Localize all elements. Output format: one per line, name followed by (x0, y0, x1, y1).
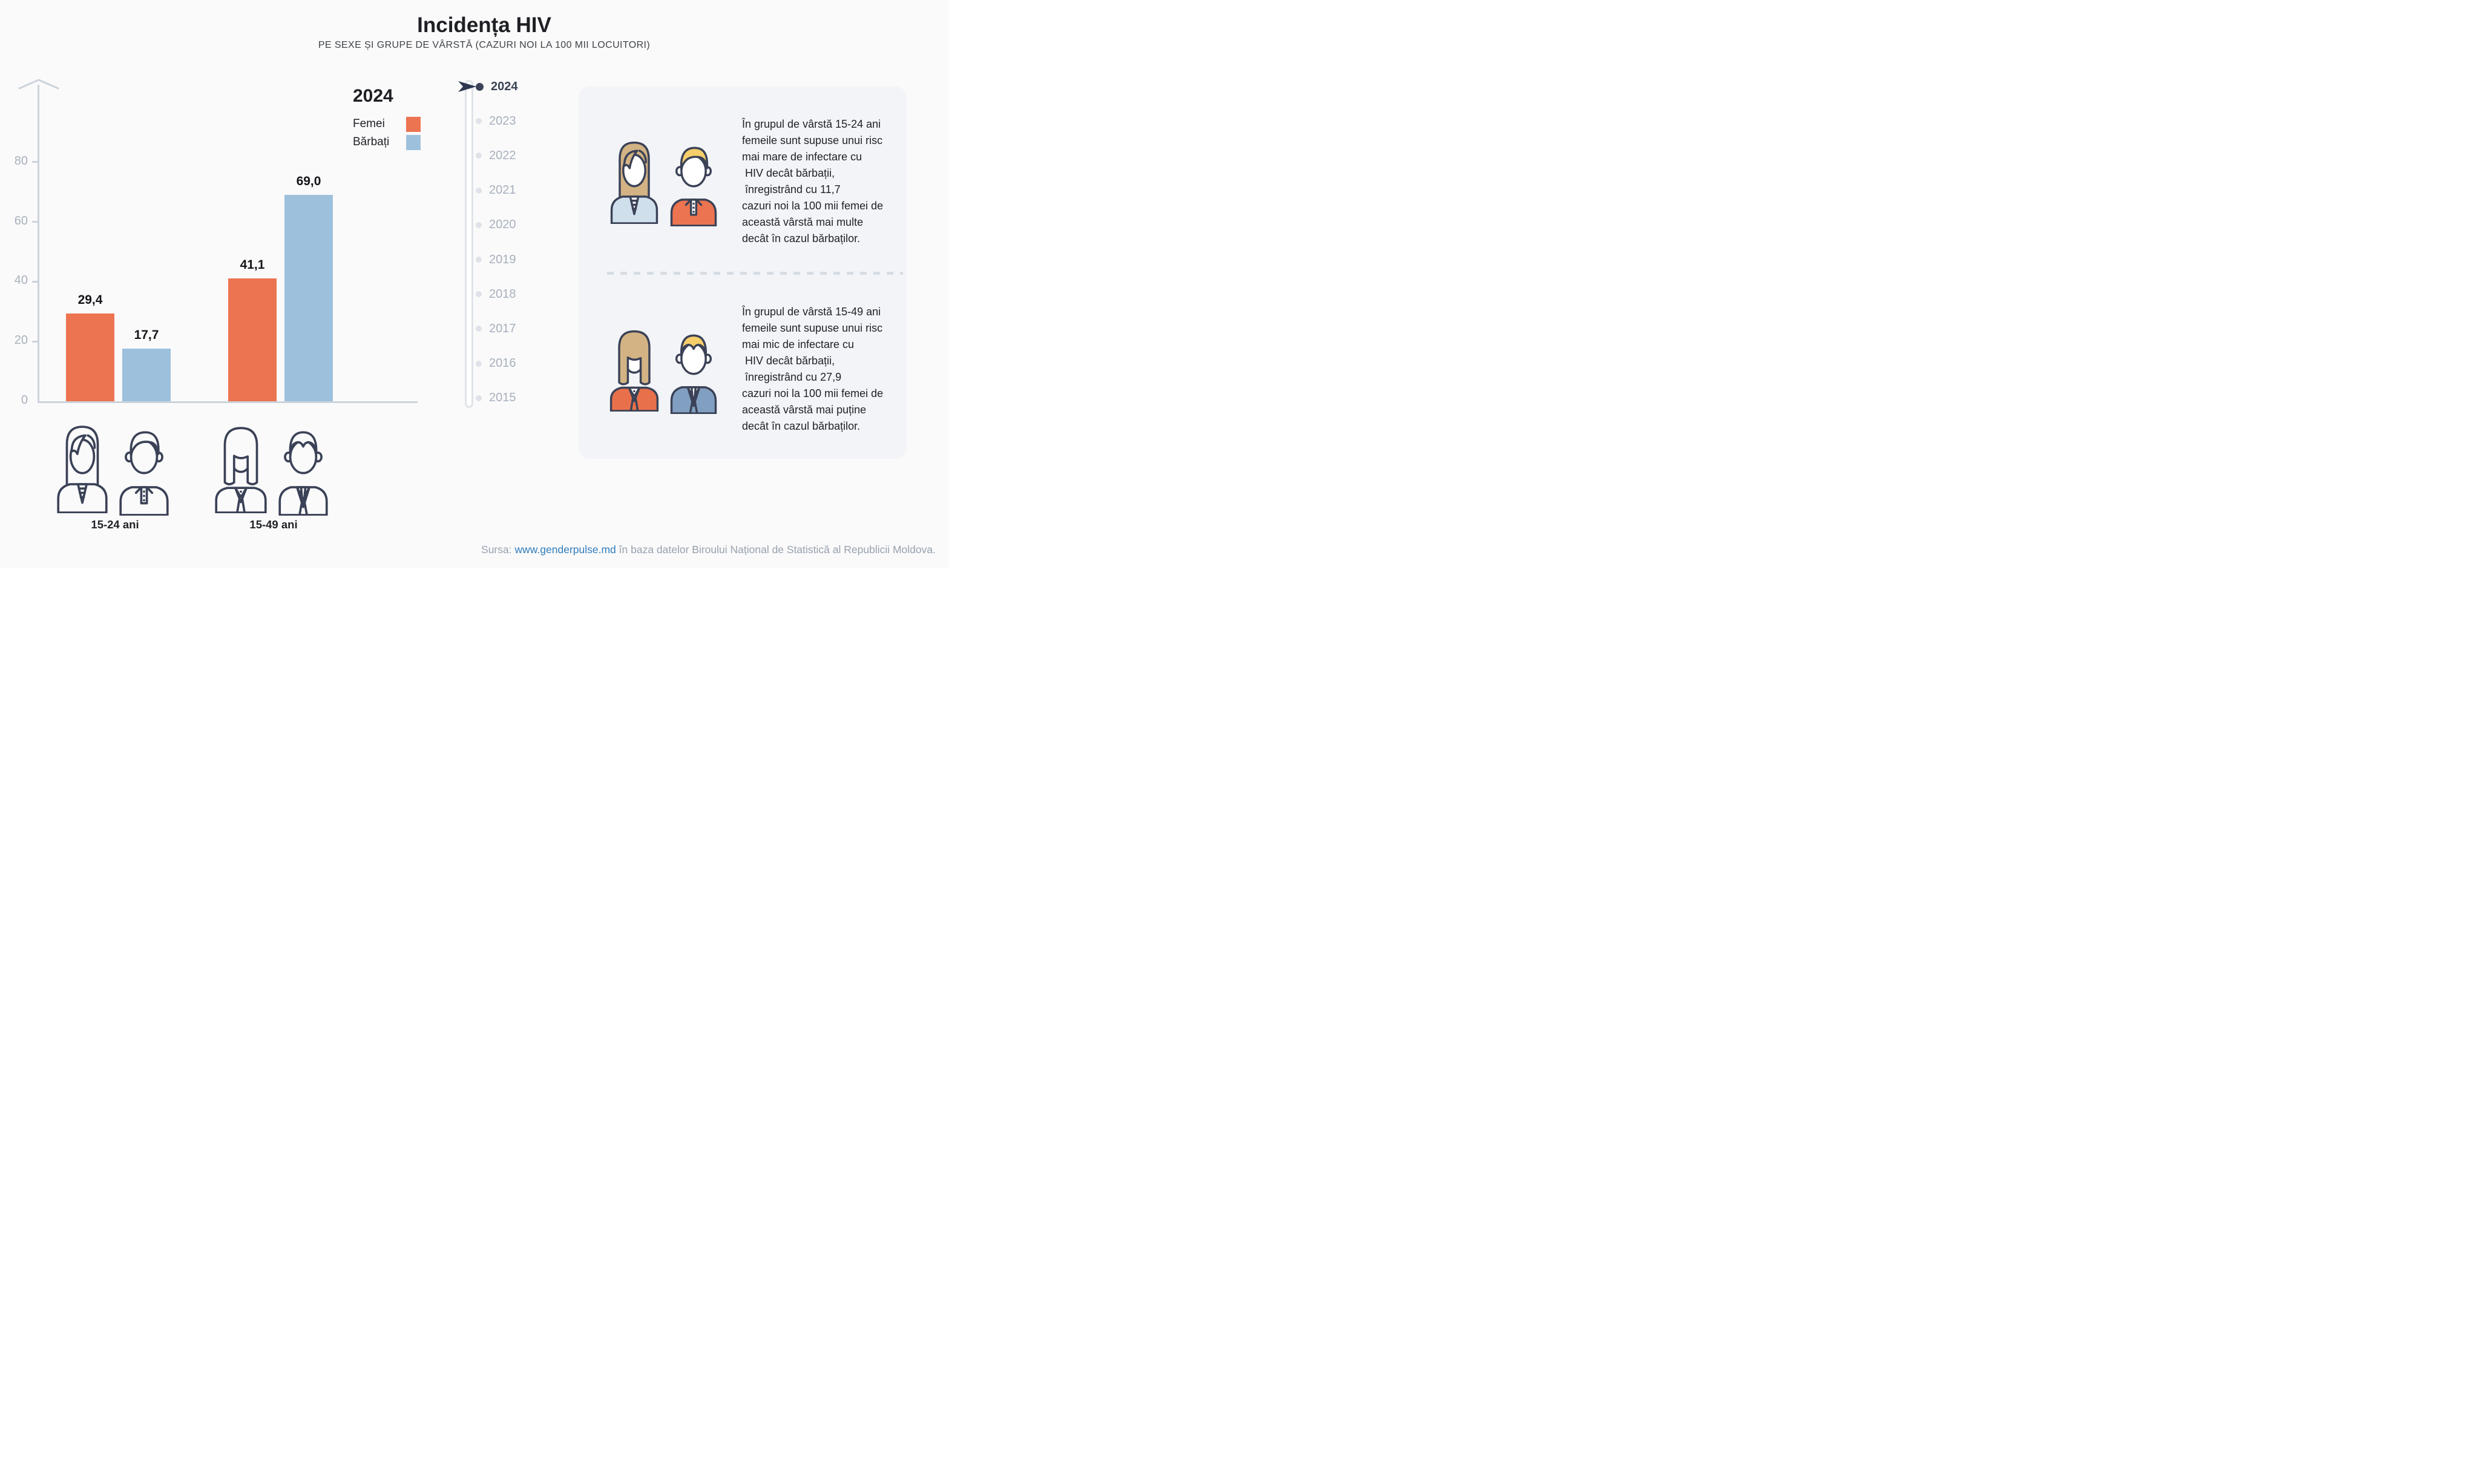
timeline-dot-2015 (476, 395, 482, 401)
x-axis-line (38, 401, 418, 403)
timeline-year-label: 2023 (489, 114, 516, 128)
legend-label-barbati: Bărbați (353, 136, 390, 148)
timeline-year-label: 2017 (489, 321, 516, 335)
timeline-year-label: 2019 (489, 252, 516, 266)
man-icon-15-49 (278, 431, 328, 516)
bar-value-label: 29,4 (77, 292, 103, 307)
timeline-dot-2023 (476, 118, 482, 125)
bar-chart: 29,4 17,7 41,1 69,0 0 20 40 60 80 (0, 0, 949, 568)
bar-bărbați-15-49[interactable] (284, 195, 333, 401)
bar-value-label: 69,0 (296, 174, 321, 189)
timeline-dot-2022 (476, 153, 482, 159)
y-tick-label-80: 80 (14, 154, 28, 168)
source-suffix: în baza datelor Biroului Național de Sta… (616, 543, 936, 556)
y-tick-mark (32, 340, 38, 343)
timeline-year-label: 2021 (489, 183, 516, 197)
legend-swatch-barbati (406, 134, 421, 150)
timeline-year-2016[interactable]: 2016 (476, 355, 560, 372)
timeline-cursor-icon (458, 81, 476, 92)
infographic-canvas: Incidența HIV PE SEXE ȘI GRUPE DE VÂRSTĂ… (0, 0, 949, 568)
bar-value-label: 17,7 (134, 327, 159, 342)
man-icon-15-24 (119, 431, 169, 516)
timeline-dot-2019 (476, 257, 482, 263)
category-label-15-24: 15-24 ani (91, 518, 139, 531)
timeline-track[interactable] (465, 80, 473, 408)
timeline-year-2023[interactable]: 2023 (476, 113, 560, 130)
dashed-divider (607, 272, 903, 275)
legend-year: 2024 (353, 86, 393, 106)
man-colored-icon-15-49 (670, 334, 717, 414)
legend-item-barbati: Bărbați (353, 133, 421, 151)
y-tick-label-40: 40 (14, 274, 28, 287)
y-tick-label-0: 0 (21, 393, 28, 407)
y-axis-arrow-icon (18, 79, 59, 90)
woman-colored-icon-15-24 (610, 141, 658, 224)
y-tick-label-60: 60 (14, 214, 28, 228)
y-tick-mark (32, 221, 38, 223)
timeline-dot-2021 (476, 187, 482, 194)
woman-colored-icon-15-49 (609, 330, 659, 412)
timeline-year-label: 2016 (489, 356, 516, 370)
bar-bărbați-15-24[interactable] (122, 348, 171, 401)
man-colored-icon-15-24 (670, 146, 717, 226)
page-subtitle: PE SEXE ȘI GRUPE DE VÂRSTĂ (CAZURI NOI L… (318, 40, 651, 50)
legend: Femei Bărbați (353, 115, 421, 151)
timeline-year-2015[interactable]: 2015 (476, 390, 560, 407)
timeline-dot-2018 (476, 291, 482, 298)
timeline-dot-2016 (476, 360, 482, 367)
timeline-dot-2017 (476, 326, 482, 332)
timeline-dot-2024 (476, 82, 484, 91)
timeline-dot-2020 (476, 222, 482, 228)
timeline-year-label: 2018 (489, 287, 516, 301)
source-prefix: Sursa: (481, 543, 515, 556)
woman-icon-15-49 (215, 427, 267, 513)
category-label-15-49: 15-49 ani (249, 518, 298, 531)
source-note: Sursa: www.genderpulse.md în baza datelo… (424, 543, 936, 556)
timeline-year-2020[interactable]: 2020 (476, 217, 560, 234)
insight-text-15-24: În grupul de vârstă 15-24 ani femeile su… (742, 118, 884, 245)
timeline-year-label: 2020 (489, 218, 516, 232)
woman-icon-15-24 (57, 425, 108, 513)
timeline-year-label: 2024 (491, 79, 518, 93)
timeline-year-2022[interactable]: 2022 (476, 147, 560, 164)
legend-label-femei: Femei (353, 117, 385, 130)
y-tick-mark (32, 280, 38, 283)
bar-femei-15-49[interactable] (228, 278, 277, 401)
timeline-year-2024[interactable]: 2024 (476, 78, 560, 95)
timeline-year-label: 2022 (489, 148, 516, 162)
timeline-year-2021[interactable]: 2021 (476, 182, 560, 199)
timeline: 2024 2023 2022 2021 2020 2019 2018 2017 2016 2015 (0, 0, 949, 568)
page-title: Incidența HIV (417, 13, 551, 37)
bar-value-label: 41,1 (240, 257, 265, 272)
timeline-year-label: 2015 (489, 391, 516, 405)
y-tick-mark (32, 161, 38, 163)
timeline-year-2019[interactable]: 2019 (476, 251, 560, 268)
timeline-year-2017[interactable]: 2017 (476, 320, 560, 337)
timeline-year-2018[interactable]: 2018 (476, 286, 560, 303)
insight-text-15-49: În grupul de vârstă 15-49 ani femeile su… (742, 306, 884, 432)
legend-item-femei: Femei (353, 115, 421, 133)
legend-swatch-femei (406, 116, 421, 132)
bar-femei-15-24[interactable] (66, 313, 114, 401)
y-tick-label-20: 20 (14, 333, 28, 347)
source-link[interactable]: www.genderpulse.md (514, 543, 616, 556)
y-axis-line (38, 85, 39, 401)
